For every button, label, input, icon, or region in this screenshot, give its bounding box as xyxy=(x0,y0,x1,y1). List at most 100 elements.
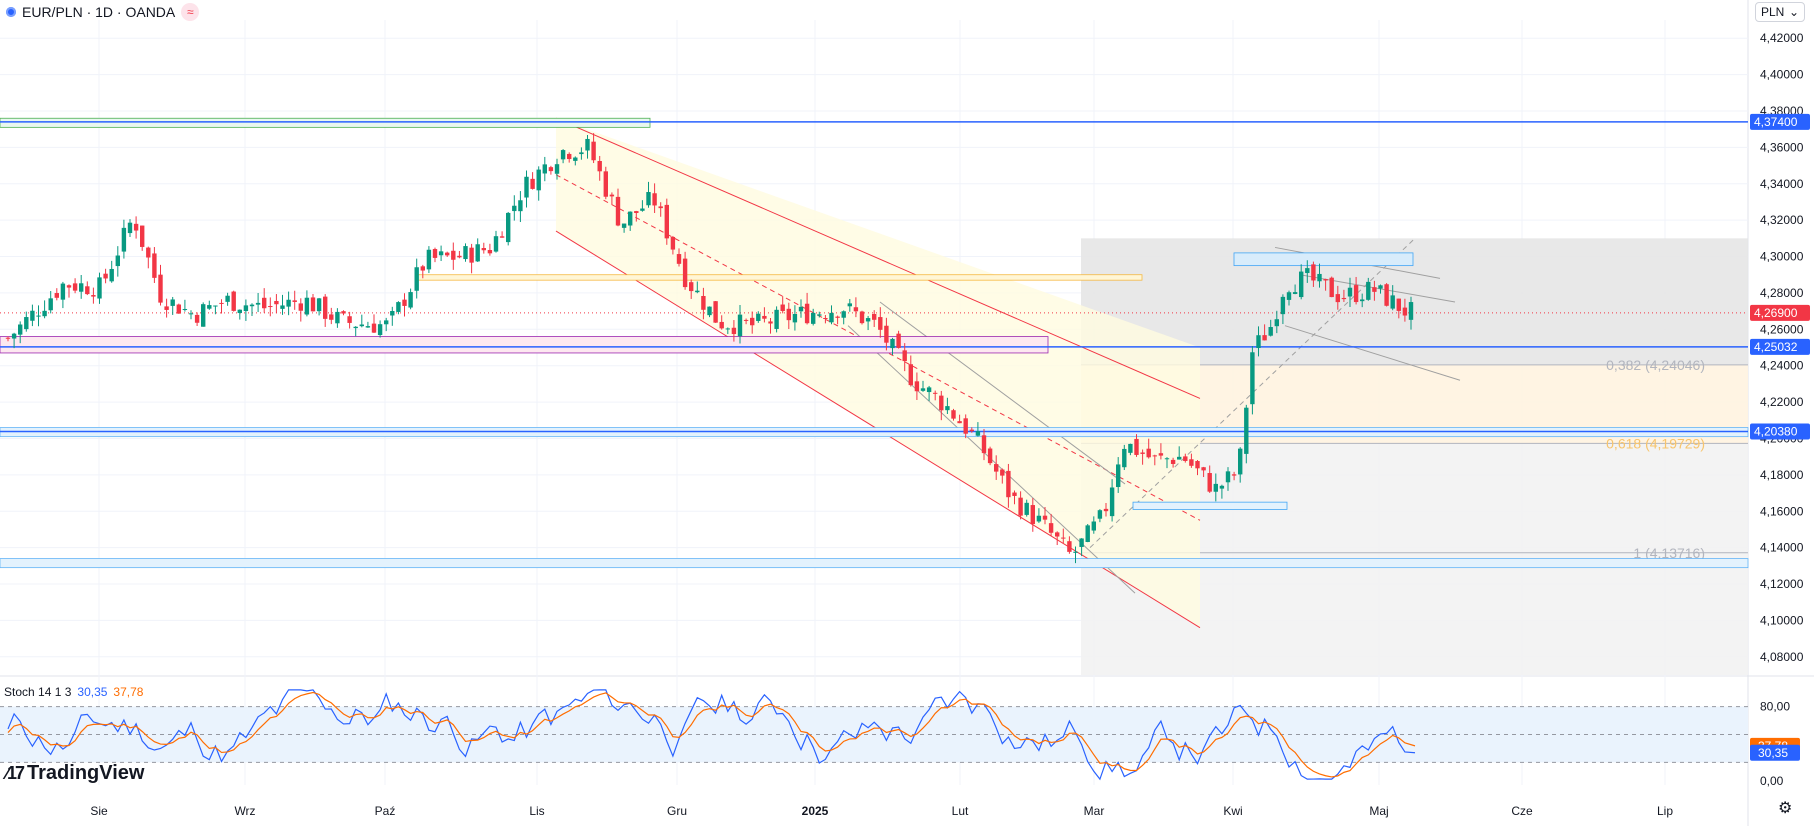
x-tick-label: Sie xyxy=(90,804,108,818)
candle-body xyxy=(853,307,859,312)
stochastic-legend[interactable]: Stoch 14 1 3 30,35 37,78 xyxy=(4,685,143,699)
candle-body xyxy=(743,319,749,321)
flag-lower xyxy=(1284,325,1461,381)
currency-label: PLN xyxy=(1761,5,1785,19)
candle-body xyxy=(1042,515,1048,520)
stochastic-k-value: 30,35 xyxy=(77,685,108,699)
candle-body xyxy=(908,364,913,386)
symbol-header[interactable]: EUR/PLN · 1D · OANDA ≈ xyxy=(6,2,200,22)
candle-body xyxy=(1170,459,1176,464)
price-level-label: 4,37400 xyxy=(1754,115,1798,129)
tradingview-logo[interactable]: ⁄17 TradingView xyxy=(6,762,144,785)
y-tick-label: 4,26000 xyxy=(1760,322,1804,336)
candle-body xyxy=(1213,483,1218,492)
x-tick-label: Lut xyxy=(952,804,969,818)
symbol-title: EUR/PLN · 1D · OANDA xyxy=(22,4,176,20)
channel-fill xyxy=(556,118,1200,628)
candle-body xyxy=(768,321,773,324)
candle-body xyxy=(542,164,547,174)
candle-body xyxy=(835,316,840,318)
candle-body xyxy=(658,206,663,209)
candle-body xyxy=(951,410,956,419)
candle-body xyxy=(1274,319,1279,327)
approximately-icon[interactable]: ≈ xyxy=(181,3,200,21)
fib-level-label: 0,382 (4,24046) xyxy=(1606,357,1705,373)
candle-body xyxy=(1055,532,1060,537)
candle-body xyxy=(902,350,907,362)
candle-body xyxy=(890,338,895,349)
stochastic-name: Stoch 14 1 3 xyxy=(4,685,72,699)
candle-body xyxy=(603,171,608,197)
candle-body xyxy=(762,315,767,319)
candle-body xyxy=(1207,473,1212,492)
candle-body xyxy=(707,306,712,316)
stoch-d-line xyxy=(7,691,1416,778)
candle-body xyxy=(1335,294,1340,303)
candle-body xyxy=(304,297,310,315)
candle-body xyxy=(1036,515,1042,522)
candle-body xyxy=(969,429,974,432)
y-tick-label: 4,42000 xyxy=(1760,31,1804,45)
candle-body xyxy=(756,313,761,321)
candle-body xyxy=(1353,285,1359,303)
mid-box xyxy=(417,274,1143,281)
candle-body xyxy=(1390,295,1395,309)
candle-body xyxy=(1299,271,1304,298)
candle-body xyxy=(1116,464,1121,488)
currency-selector[interactable]: PLN ⌄ xyxy=(1755,2,1805,22)
candle-body xyxy=(1000,469,1005,476)
candle-body xyxy=(1225,471,1231,483)
candle-body xyxy=(585,138,590,151)
fib-zone-top xyxy=(1081,238,1748,365)
y-tick-label: 4,16000 xyxy=(1760,504,1804,518)
candle-body xyxy=(963,418,968,434)
candle-body xyxy=(579,152,584,155)
y-tick-label: 4,12000 xyxy=(1760,577,1804,591)
candle-body xyxy=(146,247,151,258)
candle-body xyxy=(268,306,273,308)
candle-body xyxy=(634,211,639,213)
candle-body xyxy=(127,222,133,234)
candle-body xyxy=(353,326,358,329)
candle-body xyxy=(1146,448,1151,458)
candle-body xyxy=(499,236,505,238)
candle-body xyxy=(1097,510,1103,519)
candle-body xyxy=(1262,335,1267,341)
candle-body xyxy=(713,301,718,323)
candle-body xyxy=(140,225,145,247)
candle-body xyxy=(817,314,822,316)
price-level-label: 4,20380 xyxy=(1754,425,1798,439)
candle-body xyxy=(750,317,755,326)
candle-body xyxy=(1158,453,1164,456)
channel-upper xyxy=(555,117,1201,399)
stoch-k-badge-label: 30,35 xyxy=(1758,746,1788,760)
y-tick-label: 4,28000 xyxy=(1760,286,1804,300)
candle-body xyxy=(512,205,517,212)
stoch-k-badge xyxy=(1750,744,1800,761)
candle-body xyxy=(432,249,438,258)
settings-icon[interactable]: ⚙ xyxy=(1778,800,1793,817)
candle-body xyxy=(182,308,188,311)
candle-body xyxy=(164,306,169,310)
candle-body xyxy=(621,223,627,228)
candle-body xyxy=(243,305,249,312)
candle-body xyxy=(792,313,798,323)
candle-body xyxy=(1238,448,1243,475)
candle-body xyxy=(597,160,602,172)
candle-body xyxy=(1085,525,1090,542)
candle-body xyxy=(719,321,724,329)
candle-body xyxy=(798,306,804,312)
candle-body xyxy=(1317,273,1322,282)
globe-icon xyxy=(6,7,16,17)
price-level-badge xyxy=(1750,338,1810,355)
x-tick-label: Paź xyxy=(375,804,396,818)
candle-body xyxy=(30,310,35,321)
candle-body xyxy=(213,305,218,307)
candle-body xyxy=(316,298,322,312)
bottom-zone xyxy=(0,558,1749,569)
stochastic-d-value: 37,78 xyxy=(113,685,144,699)
candle-body xyxy=(1323,279,1328,281)
candle-body xyxy=(780,304,785,312)
candle-body xyxy=(54,293,59,298)
